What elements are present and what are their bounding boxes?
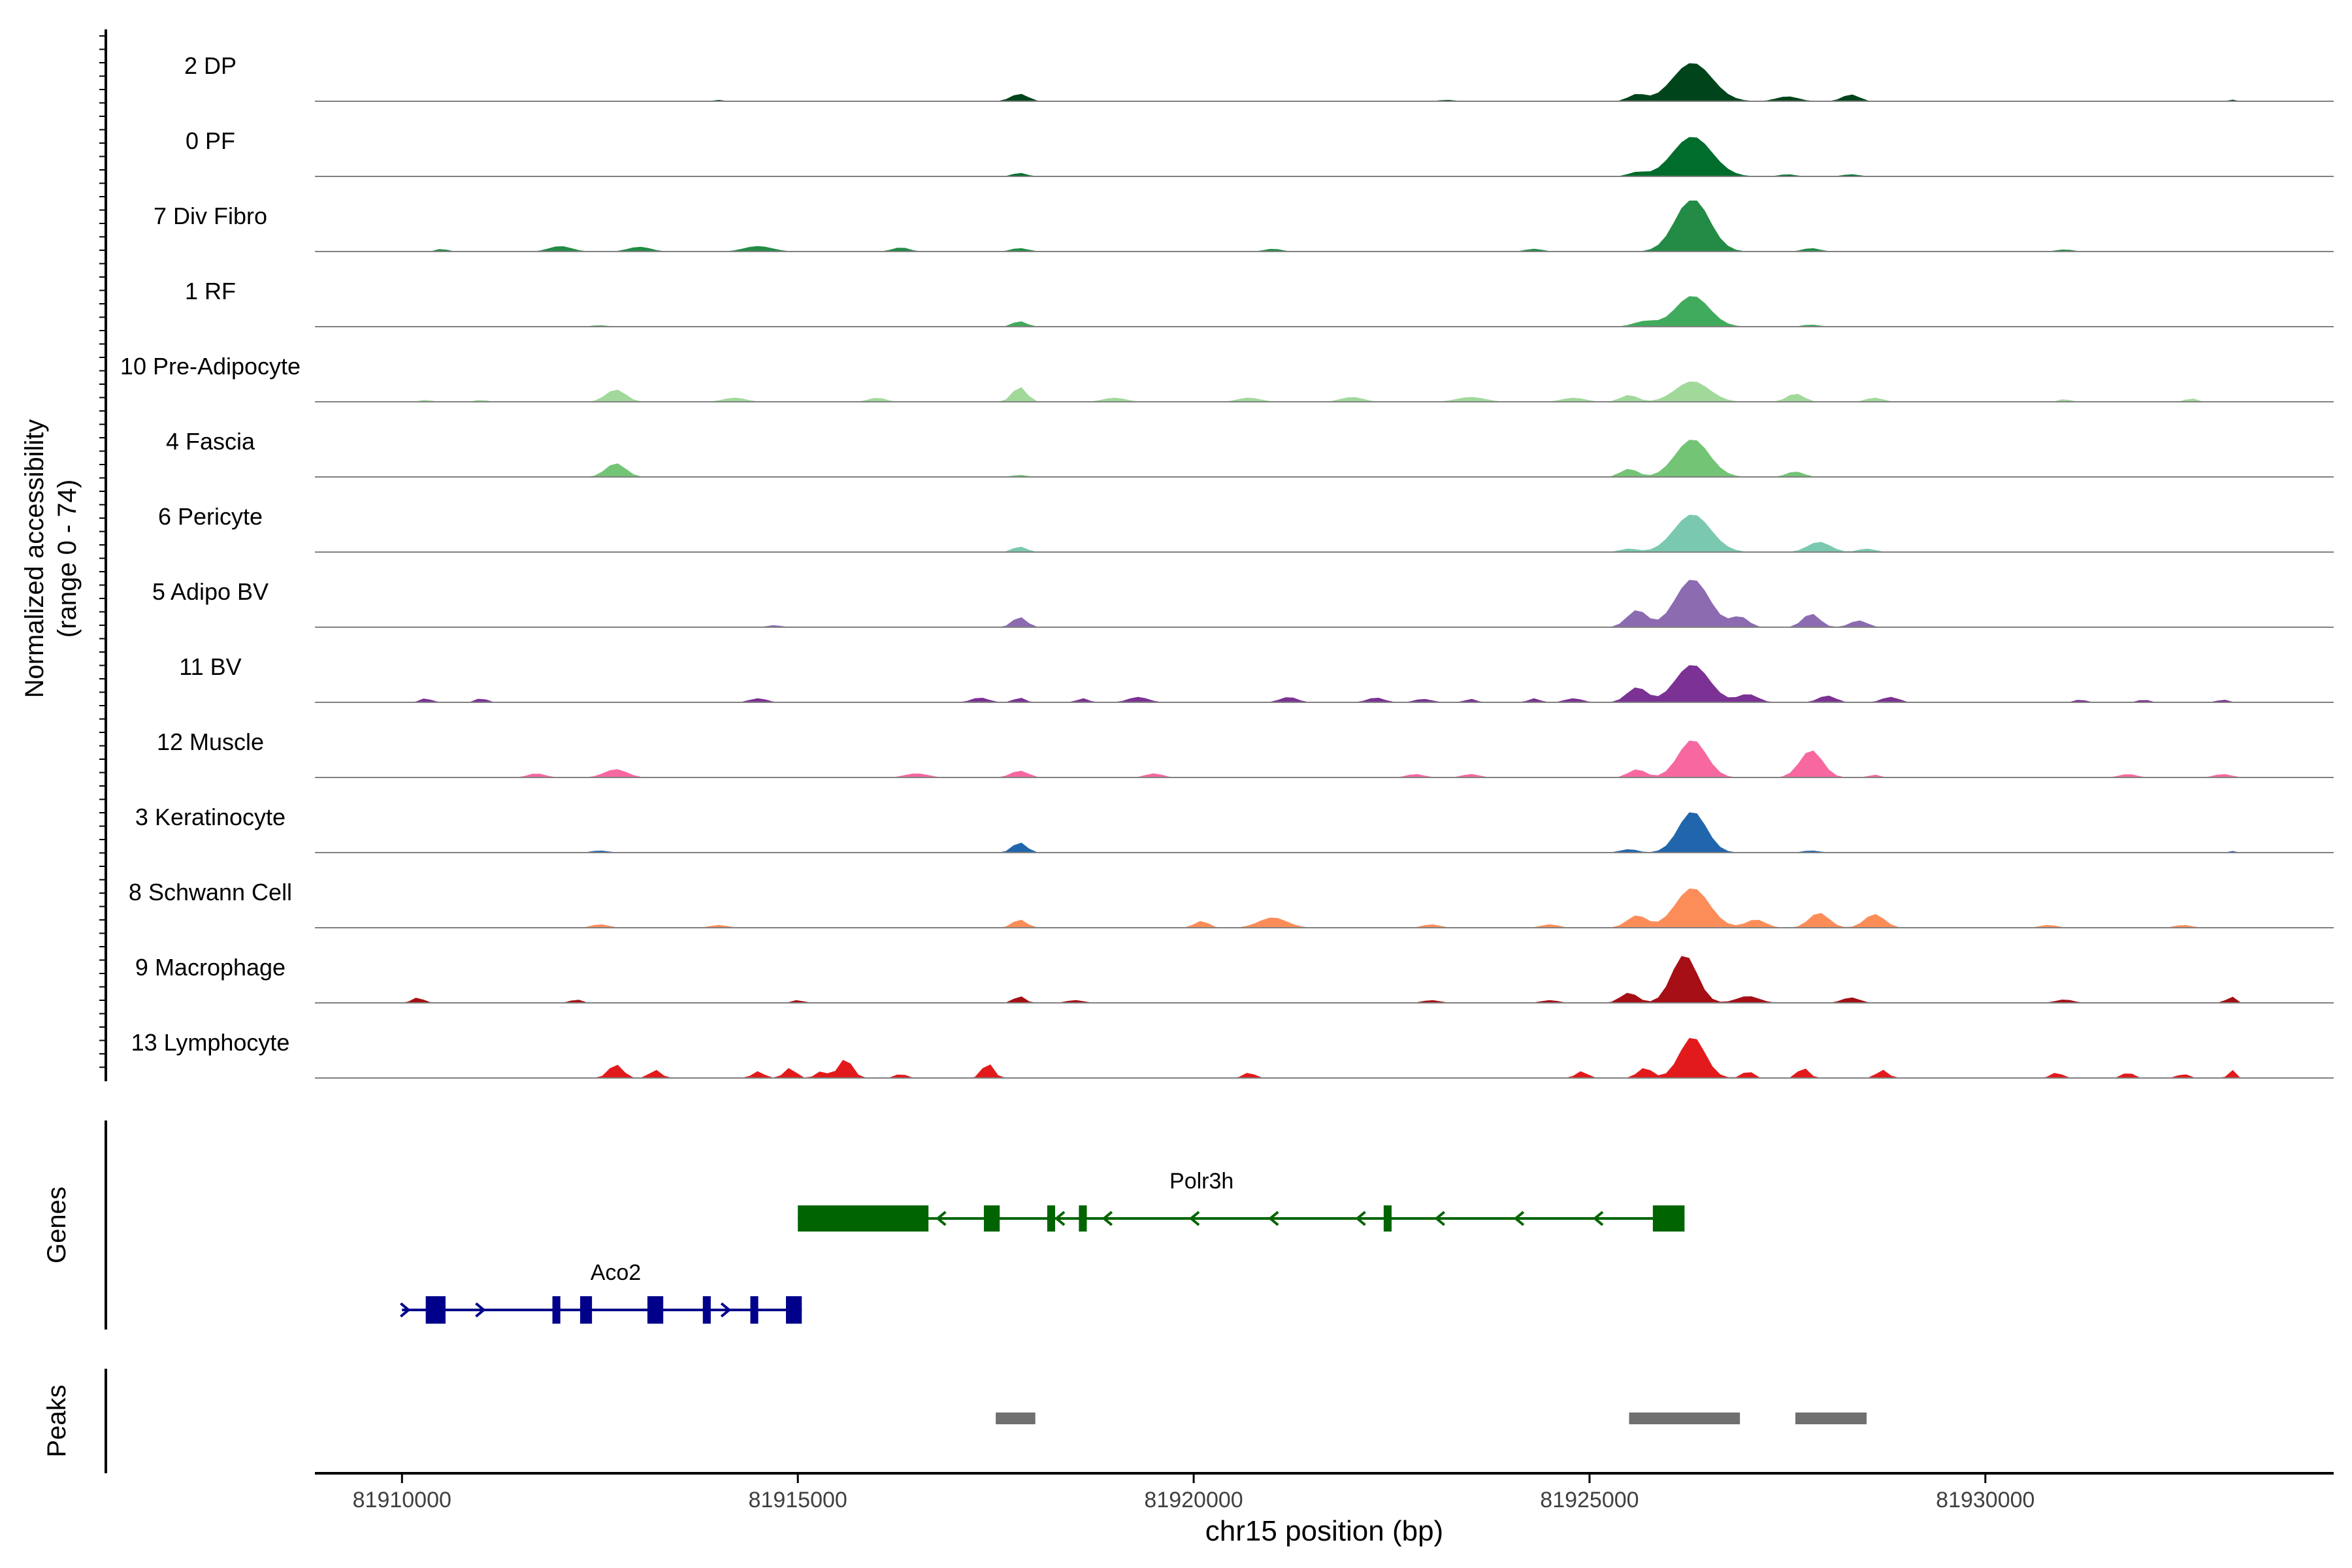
peak-region: [996, 1413, 1036, 1424]
strand-arrow-icon: [1434, 1211, 1445, 1226]
x-tick-label: 81920000: [1144, 1488, 1243, 1512]
track-label: 0 PF: [186, 127, 235, 154]
x-axis: 81910000 81915000 81920000 81925000 81930000: [315, 1472, 2334, 1512]
peaks-track-label: Peaks: [42, 1384, 71, 1457]
coverage-track: 7 Div Fibro: [154, 201, 2334, 252]
gene-exon: [647, 1296, 664, 1324]
coverage-track: 12 Muscle: [157, 728, 2334, 778]
y-axis: [99, 29, 107, 1081]
track-label: 7 Div Fibro: [154, 203, 267, 229]
strand-arrow-icon: [1592, 1211, 1604, 1226]
gene-exon: [1047, 1205, 1055, 1232]
gene-exon: [1383, 1205, 1392, 1232]
coverage-track: 10 Pre-Adipocyte: [120, 353, 2334, 402]
coverage-track: 11 BV: [179, 653, 2334, 703]
peak-track: [996, 1413, 1867, 1424]
gene-aco2: Aco2: [400, 1260, 802, 1324]
track-label: 8 Schwann Cell: [129, 879, 292, 906]
gene-exon: [552, 1296, 561, 1324]
x-tick-label: 81910000: [353, 1488, 451, 1512]
gene-exon: [983, 1205, 1000, 1232]
coverage-tracks: 2 DP 0 PF 7 Div Fibro 1 RF 10 Pre-Adipocyte 4…: [120, 52, 2334, 1079]
strand-arrow-icon: [1268, 1211, 1279, 1226]
coverage-track: 3 Keratinocyte: [135, 804, 2334, 853]
strand-arrow-icon: [720, 1302, 732, 1318]
gene-track: Polr3h Aco2: [400, 1169, 1685, 1324]
track-label: 1 RF: [185, 278, 236, 304]
track-label: 5 Adipo BV: [152, 578, 269, 605]
gene-label: Polr3h: [1169, 1169, 1233, 1194]
coverage-track: 2 DP: [184, 52, 2334, 102]
track-label: 13 Lymphocyte: [131, 1029, 290, 1056]
strand-arrow-icon: [1054, 1211, 1066, 1226]
gene-exon: [1079, 1205, 1087, 1232]
x-axis-ticks: 81910000 81915000 81920000 81925000 81930000: [353, 1473, 2034, 1512]
strand-arrow-icon: [1102, 1211, 1113, 1226]
track-label: 12 Muscle: [157, 728, 264, 755]
gene-exon: [702, 1296, 711, 1324]
y-axis-ticks: [99, 35, 106, 1068]
y-axis-label: Normalized accessibility: [20, 419, 49, 698]
strand-arrow-icon: [1355, 1211, 1366, 1226]
x-tick-label: 81925000: [1540, 1488, 1639, 1512]
coverage-track: 0 PF: [186, 127, 2334, 177]
coverage-track: 5 Adipo BV: [152, 578, 2334, 628]
track-label: 9 Macrophage: [135, 954, 286, 981]
gene-exon: [798, 1205, 929, 1232]
strand-arrow-icon: [1513, 1211, 1525, 1226]
gene-exon: [1652, 1205, 1685, 1232]
gene-exon: [425, 1296, 446, 1324]
coverage-track: 6 Pericyte: [158, 503, 2334, 553]
track-label: 6 Pericyte: [158, 503, 263, 530]
strand-arrow-icon: [1188, 1211, 1200, 1226]
track-label: 3 Keratinocyte: [135, 804, 286, 830]
track-label: 2 DP: [184, 52, 237, 79]
gene-label: Aco2: [591, 1260, 642, 1285]
track-label: 11 BV: [179, 653, 241, 680]
peak-region: [1629, 1413, 1740, 1424]
peak-region: [1795, 1413, 1867, 1424]
strand-arrow-icon: [400, 1302, 411, 1318]
x-tick-label: 81915000: [749, 1488, 847, 1512]
track-label: 10 Pre-Adipocyte: [120, 353, 301, 380]
gene-polr3h: Polr3h: [798, 1169, 1685, 1232]
gene-exon: [786, 1296, 802, 1324]
gene-exon: [580, 1296, 593, 1324]
x-axis-label: chr15 position (bp): [1205, 1515, 1443, 1547]
strand-arrow-icon: [936, 1211, 947, 1226]
coverage-track: 8 Schwann Cell: [129, 879, 2334, 928]
coverage-track: 13 Lymphocyte: [131, 1029, 2334, 1079]
coverage-area: [315, 1037, 2334, 1078]
x-tick-label: 81930000: [1936, 1488, 2034, 1512]
strand-arrow-icon: [475, 1302, 486, 1318]
coverage-track: 9 Macrophage: [135, 954, 2334, 1004]
coverage-track: 4 Fascia: [166, 428, 2334, 478]
y-axis-range-label: (range 0 - 74): [53, 480, 82, 638]
genes-track-label: Genes: [42, 1186, 71, 1264]
coverage-track: 1 RF: [185, 278, 2334, 327]
track-label: 4 Fascia: [166, 428, 255, 455]
gene-exon: [750, 1296, 759, 1324]
